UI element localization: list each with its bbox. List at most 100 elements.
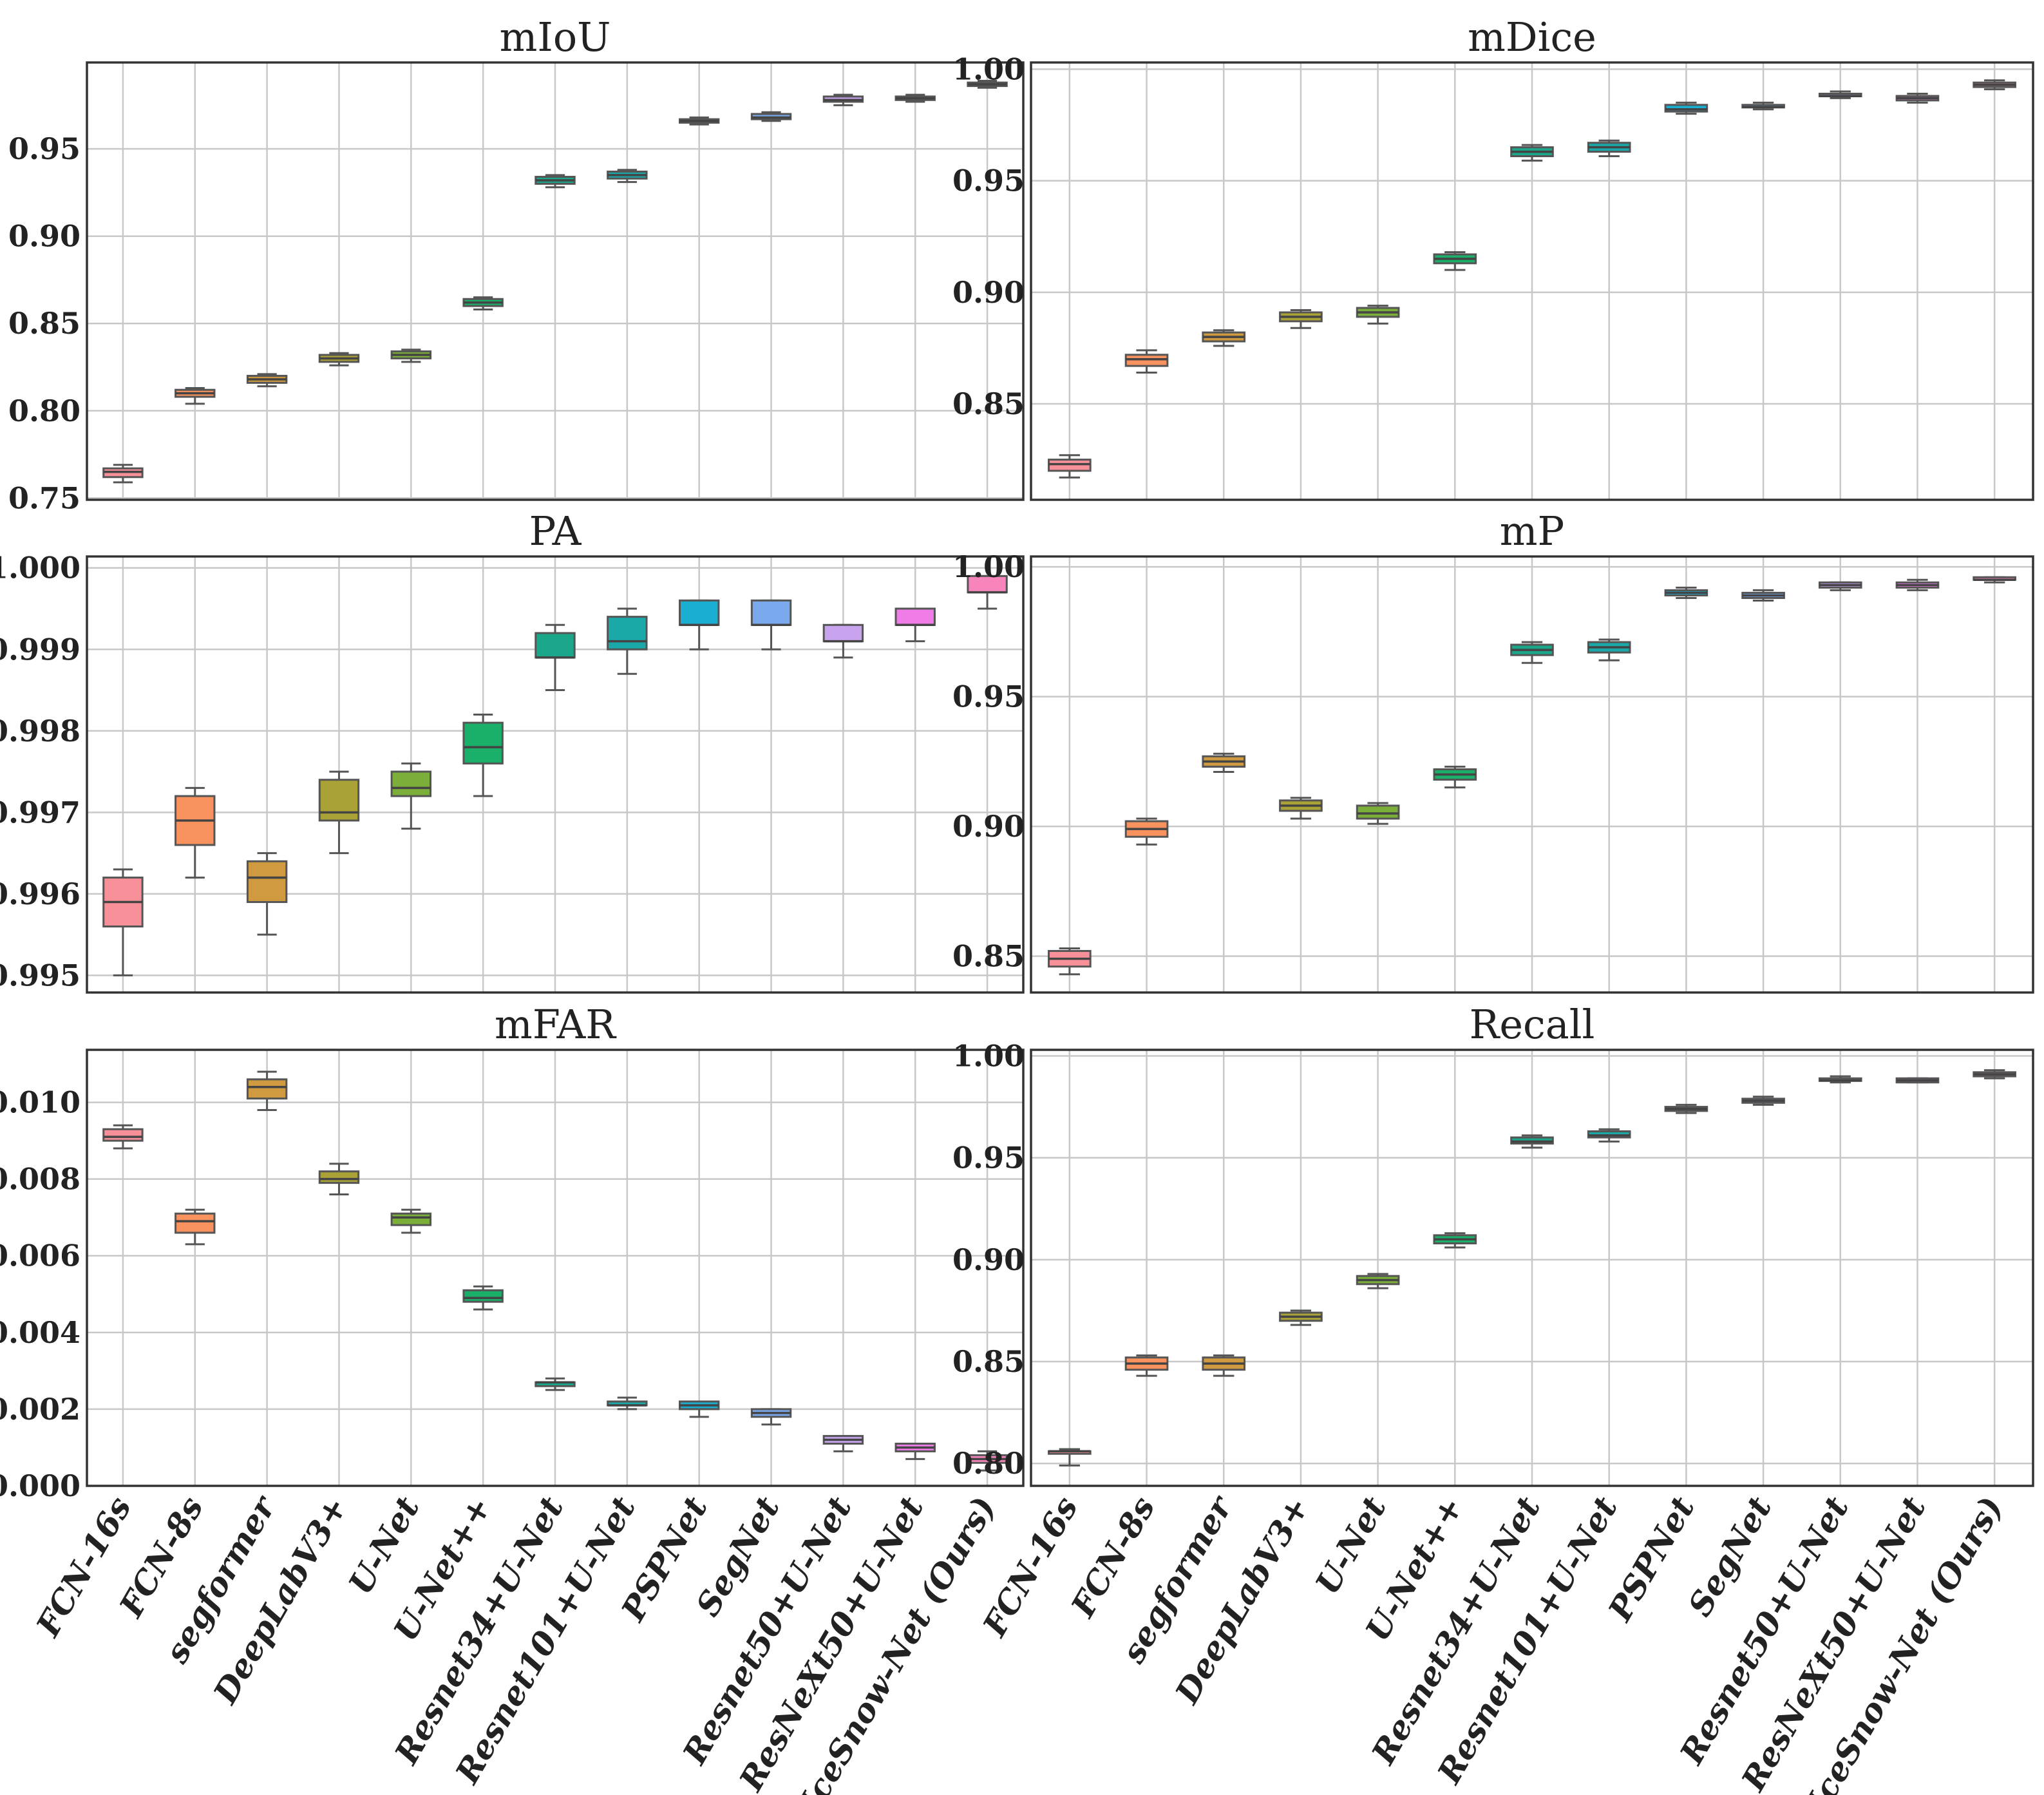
panel-title-mfar: mFAR <box>495 1001 617 1048</box>
box-icesnow-net-ours <box>967 575 1008 610</box>
y-tick-label: 1.00 <box>952 52 1025 86</box>
y-tick-label: 0.95 <box>952 679 1025 714</box>
box-resnet34-u-net <box>1510 641 1554 664</box>
y-tick-label: 0.85 <box>952 1344 1025 1379</box>
panel-mp: mP 0.85 0.90 0.95 1.00 <box>952 508 2034 994</box>
panel-recall: Recall0.800.850.900.951.00FCN-16sFCN-8ss… <box>952 1001 2034 1795</box>
box-fcn-8s <box>1124 1354 1169 1377</box>
y-tick-label: 0.996 <box>0 877 80 911</box>
box-u-net <box>1433 765 1477 789</box>
x-tick-label: U-Net <box>1308 1490 1394 1601</box>
box-segnet <box>1741 1096 1785 1106</box>
box-segformer <box>1202 329 1246 347</box>
box-iqr <box>175 1212 216 1234</box>
box-resnet101-u-net <box>1587 1128 1631 1143</box>
x-tick-label: FCN-16s <box>28 1490 138 1644</box>
panel-pa: PA 0.995 0.996 0.997 0.998 0.999 1.000 <box>0 508 1025 994</box>
box-resnet34-u-net <box>1510 1134 1554 1149</box>
y-tick-label: 0.90 <box>952 275 1025 310</box>
box-fcn-8s <box>175 1208 216 1246</box>
panel-title-recall: Recall <box>1470 1001 1595 1048</box>
box-iqr <box>390 770 432 797</box>
box-pspnet <box>1664 1103 1708 1114</box>
y-tick-label: 0.010 <box>0 1085 80 1120</box>
box-icesnow-net-ours <box>1973 576 2016 584</box>
y-tick-label: 0.80 <box>952 1446 1025 1481</box>
plot-frame <box>86 1049 1025 1487</box>
box-resnext50-u-net <box>894 93 936 103</box>
box-icesnow-net-ours <box>1973 1069 2016 1079</box>
box-resnext50-u-net <box>894 607 936 643</box>
y-tick-label: 0.75 <box>8 480 80 515</box>
box-pspnet <box>678 1400 720 1418</box>
box-deeplabv3 <box>318 352 360 366</box>
box-segnet <box>1741 101 1785 111</box>
box-fcn-16s <box>1048 1448 1092 1467</box>
y-tick-label: 1.00 <box>952 549 1025 584</box>
box-resnet50-u-net <box>1818 90 1862 99</box>
y-tick-label: 0.95 <box>8 131 80 166</box>
y-tick-label: 0.000 <box>0 1468 80 1503</box>
box-fcn-8s <box>1124 817 1169 846</box>
box-fcn-16s <box>1048 454 1092 479</box>
box-icesnow-net-ours <box>967 79 1008 89</box>
box-iqr <box>678 599 720 626</box>
y-tick-label: 0.90 <box>8 219 80 254</box>
box-iqr <box>894 607 936 626</box>
box-resnet34-u-net <box>535 1377 576 1391</box>
plot-frame <box>86 555 1025 994</box>
box-u-net <box>462 1285 504 1311</box>
y-tick-label: 0.90 <box>952 1242 1025 1277</box>
box-resnet101-u-net <box>607 169 648 184</box>
box-segnet <box>750 1408 792 1426</box>
box-iqr <box>318 1170 360 1184</box>
box-deeplabv3 <box>1279 309 1323 329</box>
box-deeplabv3 <box>318 1163 360 1195</box>
box-u-net <box>390 1208 432 1234</box>
box-segformer <box>1202 1354 1246 1377</box>
box-resnet50-u-net <box>822 623 864 659</box>
y-tick-label: 0.004 <box>0 1315 80 1350</box>
box-u-net <box>462 296 504 311</box>
panel-mfar: mFAR 0.000 0.002 0.004 0.006 0.008 0.010 FCN-16… <box>0 1001 1025 1795</box>
box-segnet <box>750 111 792 122</box>
box-resnet101-u-net <box>607 1396 648 1410</box>
box-fcn-16s <box>1048 947 1092 976</box>
box-iqr <box>462 1289 504 1303</box>
box-icesnow-net-ours <box>967 1450 1008 1472</box>
y-tick-label: 0.006 <box>0 1239 80 1273</box>
box-iqr <box>822 623 864 643</box>
box-segformer <box>246 373 288 388</box>
box-resnet50-u-net <box>822 1435 864 1452</box>
box-pspnet <box>678 116 720 126</box>
y-tick-label: 0.85 <box>8 306 80 341</box>
box-resnext50-u-net <box>1895 93 1940 104</box>
box-fcn-8s <box>1124 349 1169 374</box>
plot-frame <box>1030 1049 2034 1487</box>
panel-title-mdice: mDice <box>1468 14 1596 61</box>
plot-frame <box>1030 555 2034 994</box>
box-segnet <box>750 599 792 651</box>
box-pspnet <box>1664 586 1708 599</box>
plot-frame <box>86 61 1025 501</box>
box-resnet34-u-net <box>535 623 576 692</box>
box-iqr <box>318 779 360 822</box>
box-u-net <box>1433 1232 1477 1249</box>
box-resnet50-u-net <box>822 93 864 106</box>
y-tick-label: 0.008 <box>0 1162 80 1197</box>
panel-title-mp: mP <box>1500 508 1565 555</box>
box-resnext50-u-net <box>1895 1077 1940 1084</box>
box-iqr <box>535 632 576 659</box>
box-segformer <box>246 852 288 936</box>
box-u-net <box>462 713 504 797</box>
box-iqr <box>1356 804 1400 820</box>
box-u-net <box>1433 251 1477 271</box>
box-resnet50-u-net <box>1818 1075 1862 1084</box>
box-iqr <box>750 599 792 626</box>
box-resnet101-u-net <box>1587 139 1631 157</box>
box-iqr <box>462 721 504 765</box>
box-resnet34-u-net <box>1510 144 1554 162</box>
y-tick-label: 1.00 <box>952 1038 1025 1073</box>
